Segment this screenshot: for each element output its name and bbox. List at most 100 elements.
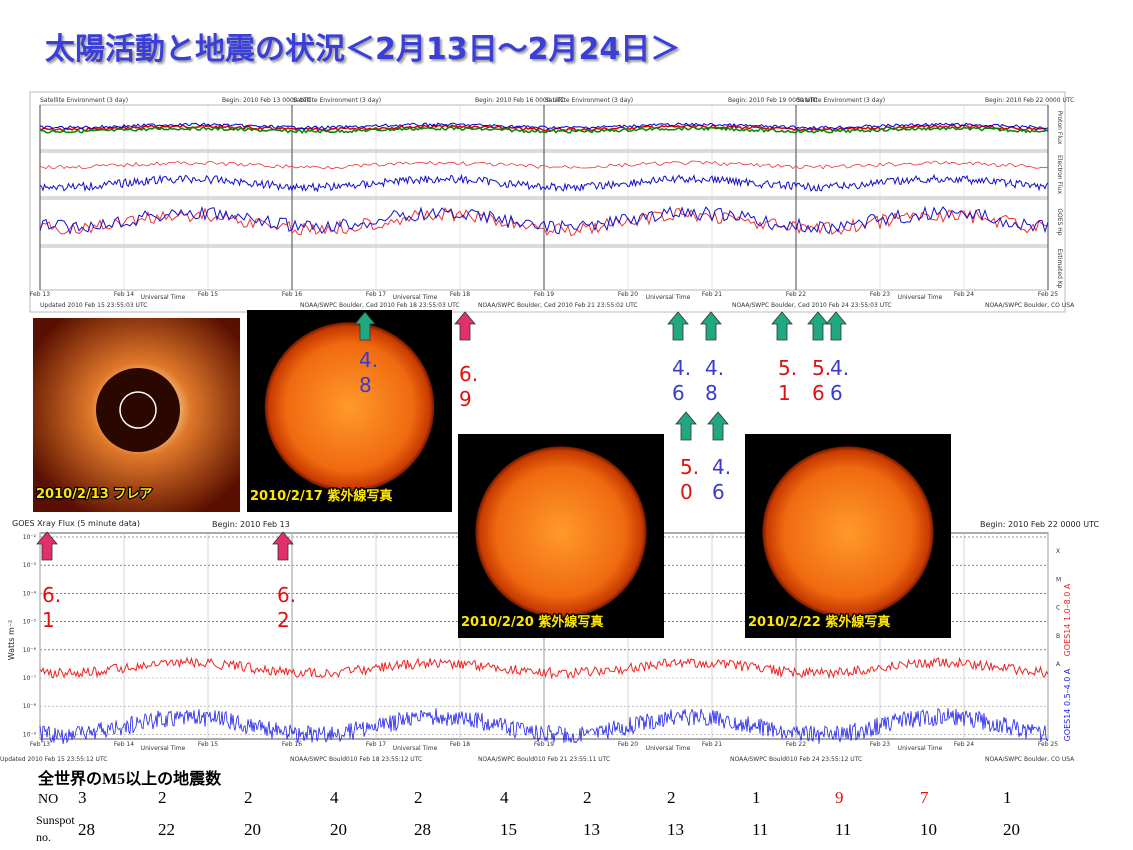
- trace: [39, 207, 1049, 237]
- date-label: Feb 17: [366, 291, 386, 298]
- table-cell: 20: [1003, 820, 1020, 839]
- axis-label: Universal Time: [646, 745, 691, 752]
- photo-caption: 2010/2/22 紫外線写真: [748, 614, 890, 630]
- table-cell: 13: [667, 820, 684, 839]
- date-label: Feb 15: [198, 741, 218, 748]
- date-label: Feb 23: [870, 291, 890, 298]
- panel-footer: NOAA/SWPC Boulder, Ced 2010 Feb 21 23:55…: [478, 302, 638, 309]
- axis-label: Universal Time: [646, 294, 691, 301]
- magnitude: 4.6: [672, 356, 692, 405]
- arrow: [354, 311, 376, 341]
- axis-label: Universal Time: [141, 745, 186, 752]
- date-label: Feb 23: [870, 741, 890, 748]
- date-label: Feb 25: [1038, 291, 1058, 298]
- date-label: Feb 20: [618, 741, 638, 748]
- side-label: Estimated Kp: [1056, 249, 1063, 289]
- table-title: 全世界のM5以上の地震数: [38, 771, 222, 788]
- arrow: [675, 411, 697, 441]
- table-cell: 2: [414, 788, 423, 807]
- table-cell: 4: [500, 788, 509, 807]
- y-tick-label: 10⁻⁷: [23, 675, 37, 682]
- arrow: [825, 311, 847, 341]
- panel-footer: NOAA/SWPC Boulder, CO USA: [985, 302, 1075, 309]
- date-label: Feb 25: [1038, 741, 1058, 748]
- panel-header: Begin: 2010 Feb 13 0000 UTC: [222, 97, 311, 104]
- date-label: Feb 17: [366, 741, 386, 748]
- panel-header: Satellite Environment (3 day): [293, 97, 381, 104]
- table-cell: 1: [752, 788, 761, 807]
- magnitude: 5.6: [812, 356, 832, 405]
- class-label: B: [1056, 633, 1060, 640]
- table-cell: 15: [500, 820, 517, 839]
- date-label: Feb 24: [954, 291, 974, 298]
- axis-label: Universal Time: [393, 294, 438, 301]
- table-cell: 10: [920, 820, 937, 839]
- axis-label: Universal Time: [898, 745, 943, 752]
- slide-title: 太陽活動と地震の状況＜2月13日～2月24日＞: [45, 32, 681, 67]
- table-cell: 2: [667, 788, 676, 807]
- date-label: Feb 24: [954, 741, 974, 748]
- sun-disk: [264, 322, 435, 492]
- panel-footer: NOAA/SWPC Bould010 Feb 21 23:55:11 UTC: [478, 756, 610, 763]
- magnitude: 4.8: [705, 356, 725, 405]
- panel-footer: NOAA/SWPC Boulder, Ced 2010 Feb 24 23:55…: [732, 302, 892, 309]
- side-label: Electron Flux: [1056, 155, 1063, 194]
- magnitude: 6.9: [459, 362, 479, 411]
- date-label: Feb 13: [30, 741, 50, 748]
- table-cell: 4: [330, 788, 339, 807]
- trace: [39, 173, 1049, 193]
- legend: GOES14 1.0–8.0 A: [1063, 583, 1072, 656]
- panel-footer: Updated 2010 Feb 15 23:55:03 UTC: [40, 302, 147, 309]
- panel-header: Satellite Environment (3 day): [797, 97, 885, 104]
- panel-header: Satellite Environment (3 day): [545, 97, 633, 104]
- occulter: [96, 368, 180, 452]
- table-cell: 9: [835, 788, 844, 807]
- trace: [39, 205, 1049, 235]
- trace: [39, 656, 1049, 680]
- arrow: [36, 531, 58, 561]
- magnitude: 4.8: [359, 348, 379, 397]
- class-label: M: [1056, 576, 1061, 583]
- date-label: Feb 18: [450, 291, 470, 298]
- panel-title: GOES Xray Flux (5 minute data): [12, 519, 140, 528]
- y-tick-label: 10⁻⁸: [23, 703, 37, 710]
- table-cell: 2: [583, 788, 592, 807]
- panel-header: Satellite Environment (3 day): [40, 97, 128, 104]
- panel-header: Begin: 2010 Feb 13: [212, 520, 290, 529]
- class-label: X: [1056, 548, 1060, 555]
- date-label: Feb 16: [282, 291, 302, 298]
- panel-footer: Updated 2010 Feb 15 23:55:12 UTC: [0, 756, 107, 763]
- date-label: Feb 19: [534, 291, 554, 298]
- side-label: GOES Hp: [1056, 208, 1063, 235]
- table-cell: 2: [244, 788, 253, 807]
- date-label: Feb 13: [30, 291, 50, 298]
- row-label: NO: [38, 792, 59, 807]
- axis-label: Universal Time: [393, 745, 438, 752]
- table-cell: 11: [835, 820, 852, 839]
- magnitude: 5.1: [778, 356, 798, 405]
- date-label: Feb 20: [618, 291, 638, 298]
- photo-caption: 2010/2/20 紫外線写真: [461, 614, 603, 630]
- table-cell: 2: [158, 788, 167, 807]
- table-cell: 11: [752, 820, 769, 839]
- trace: [39, 125, 1049, 135]
- table-cell: 13: [583, 820, 600, 839]
- trace: [39, 160, 1049, 170]
- date-label: Feb 14: [114, 741, 134, 748]
- date-label: Feb 14: [114, 291, 134, 298]
- photo-caption: 2010/2/13 フレア: [36, 487, 152, 502]
- arrow: [667, 311, 689, 341]
- panel-header: Begin: 2010 Feb 22 0000 UTC: [985, 97, 1074, 104]
- panel-header: Begin: 2010 Feb 22 0000 UTC: [980, 520, 1100, 529]
- panel-footer: NOAA/SWPC Boulder, CO USA: [985, 756, 1075, 763]
- y-tick-label: 10⁻⁹: [23, 731, 37, 738]
- trace: [39, 122, 1049, 130]
- date-label: Feb 22: [786, 291, 806, 298]
- table-cell: 3: [78, 788, 87, 807]
- table-cell: 1: [1003, 788, 1012, 807]
- table-cell: 20: [330, 820, 347, 839]
- magnitude: 4.6: [712, 455, 732, 504]
- y-tick-label: 10⁻²: [23, 534, 37, 541]
